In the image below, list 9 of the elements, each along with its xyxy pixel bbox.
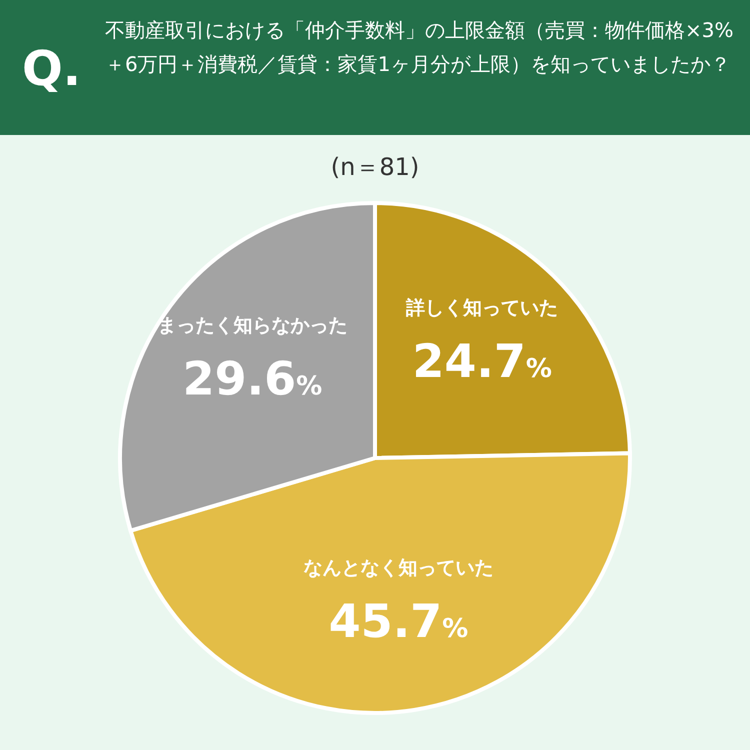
data-label: 45.7%: [328, 594, 468, 648]
slice-label: まったく知らなかった: [157, 314, 348, 337]
data-label: 29.6%: [182, 352, 322, 406]
slice-label: 詳しく知っていた: [405, 296, 558, 319]
chart-title: 不動産取引における「仲介手数料」の上限金額（売買：物件価格×3%＋6万円＋消費税／賃貸：家賃1ヶ月分が上限）を知っていましたか？: [105, 18, 734, 76]
data-label: 24.7%: [412, 334, 552, 388]
chart-subtitle: (n＝81): [330, 153, 420, 181]
slice-label: なんとなく知っていた: [303, 557, 494, 580]
text: Q.: [22, 41, 82, 97]
